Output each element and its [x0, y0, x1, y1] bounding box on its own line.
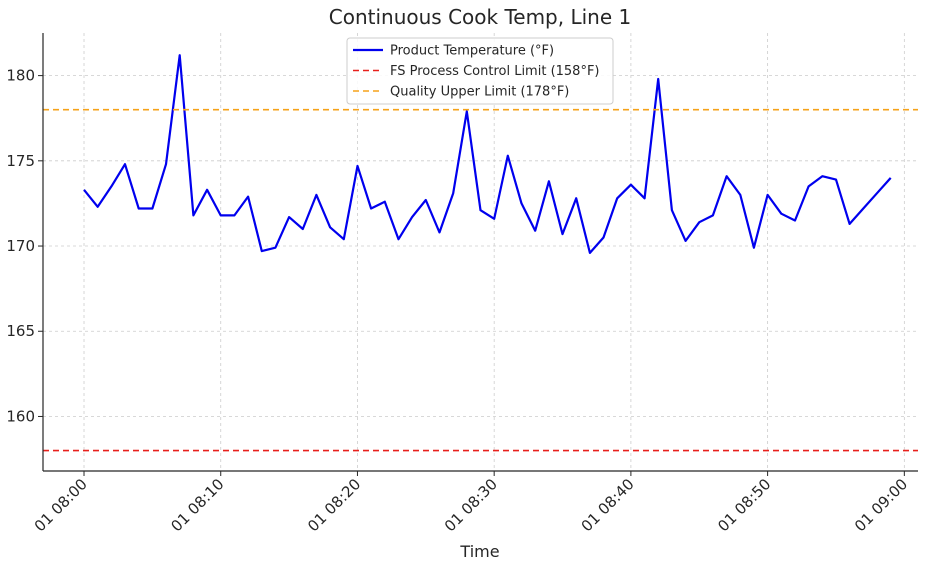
- y-tick-label: 180: [6, 67, 35, 85]
- chart-title: Continuous Cook Temp, Line 1: [329, 5, 631, 29]
- y-tick-label: 160: [6, 407, 35, 425]
- legend: Product Temperature (°F) FS Process Contr…: [346, 37, 614, 105]
- y-tick-label: 165: [6, 322, 35, 340]
- x-tick-label: 01 08:50: [714, 475, 774, 535]
- legend-label: Product Temperature (°F): [390, 44, 554, 59]
- y-tick-label: 170: [6, 237, 35, 255]
- series-line-0: [83, 54, 892, 254]
- legend-label: Quality Upper Limit (178°F): [390, 85, 569, 100]
- x-tick-label: 01 09:00: [851, 475, 911, 535]
- x-tick-label: 01 08:20: [304, 475, 364, 535]
- x-tick-label: 01 08:00: [31, 475, 91, 535]
- x-tick-label: 01 08:40: [578, 475, 638, 535]
- x-tick-label: 01 08:30: [441, 475, 501, 535]
- y-tick-label: 175: [6, 152, 35, 170]
- legend-label: FS Process Control Limit (158°F): [390, 64, 600, 79]
- x-tick-label: 01 08:10: [167, 475, 227, 535]
- x-axis-label: Time: [459, 542, 499, 561]
- legend-box: [346, 37, 614, 105]
- y-axis-ticks: 160 165 170 175 180: [6, 67, 43, 425]
- plot-lines: [43, 54, 918, 452]
- x-axis-ticks: 01 08:00 01 08:10 01 08:20 01 08:30 01 08:40…: [31, 471, 911, 535]
- axes: [42, 33, 918, 472]
